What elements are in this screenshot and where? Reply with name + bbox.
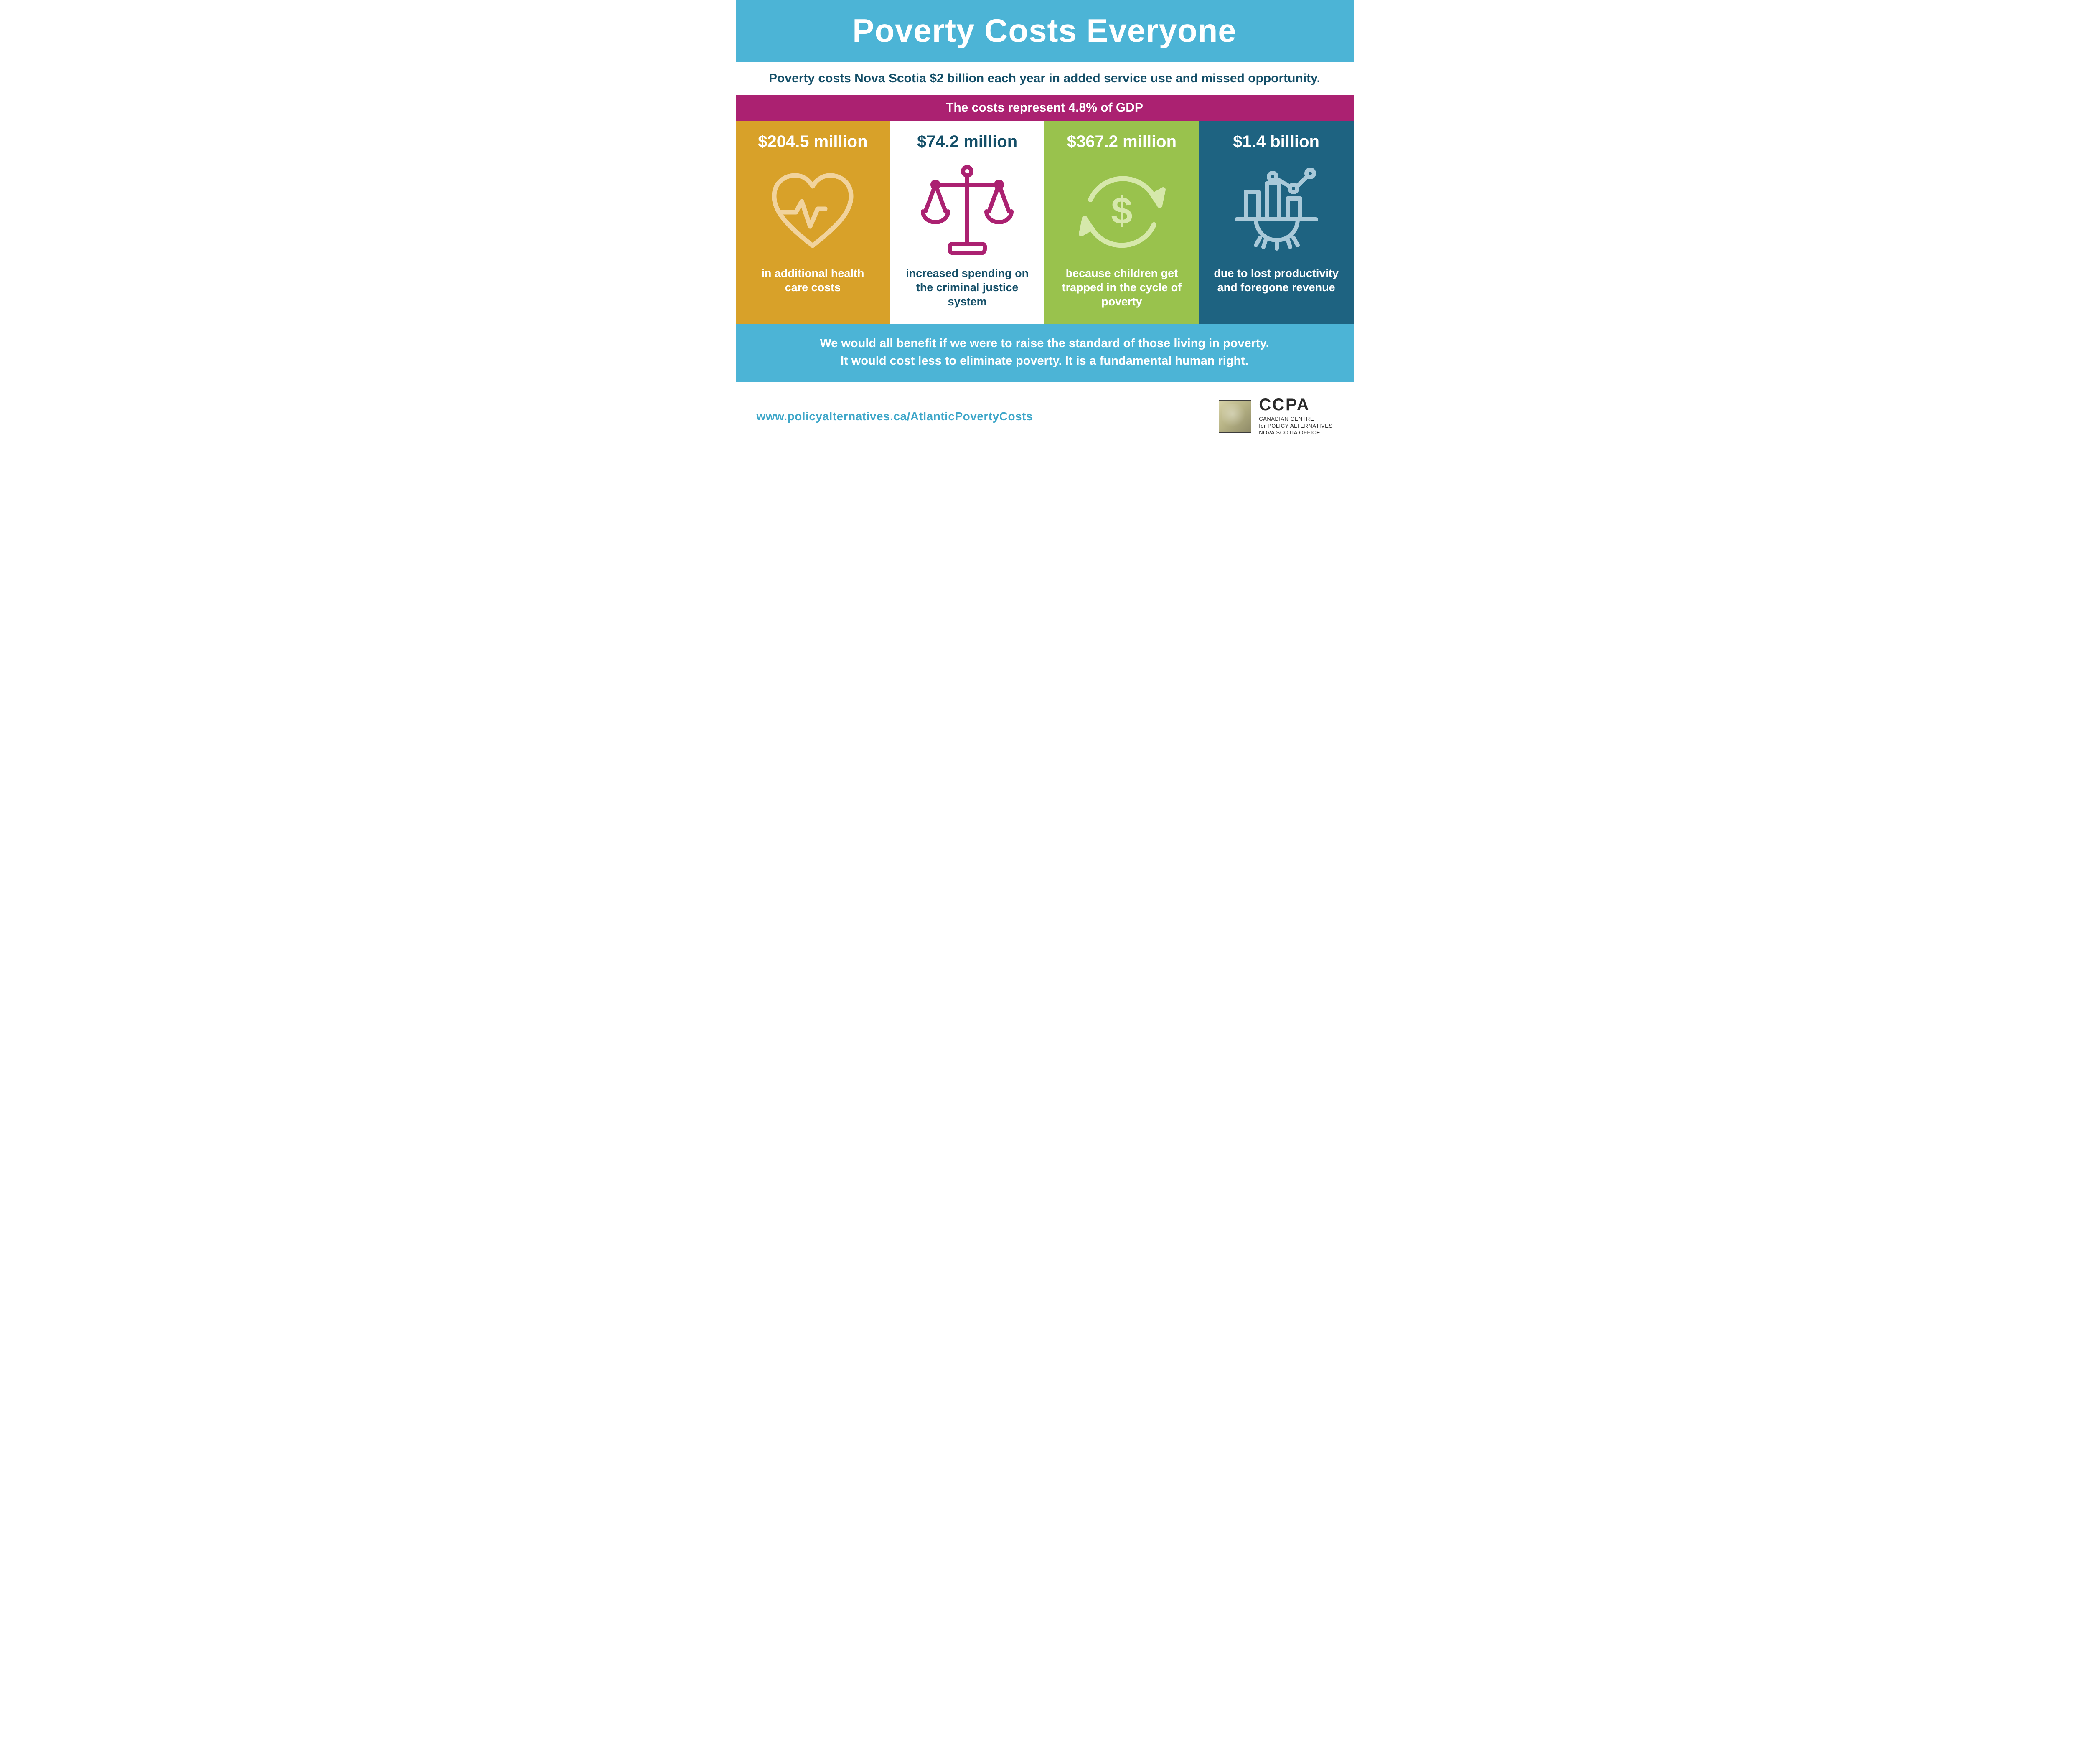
card-justice: $74.2 million increased spending on the … xyxy=(890,121,1044,324)
card-productivity: $1.4 billion due to lost productivity an… xyxy=(1199,121,1354,324)
gdp-band: The costs represent 4.8% of GDP xyxy=(736,95,1354,121)
scales-icon xyxy=(917,158,1017,267)
card-cycle: $367.2 million $ because children get tr… xyxy=(1044,121,1199,324)
closing-text: We would all benefit if we were to raise… xyxy=(820,337,1269,368)
leaf-logo-icon xyxy=(1219,400,1251,433)
subtitle-band: Poverty costs Nova Scotia $2 billion eac… xyxy=(736,62,1354,95)
card-caption: due to lost productivity and foregone re… xyxy=(1214,267,1339,295)
ccpa-logo: CCPA CANADIAN CENTRE for POLICY ALTERNAT… xyxy=(1219,396,1332,436)
title-band: Poverty Costs Everyone xyxy=(736,0,1354,62)
heart-pulse-icon xyxy=(767,158,859,267)
card-amount: $1.4 billion xyxy=(1233,132,1319,151)
source-url[interactable]: www.policyalternatives.ca/AtlanticPovert… xyxy=(757,410,1033,423)
footer: www.policyalternatives.ca/AtlanticPovert… xyxy=(736,382,1354,450)
chart-gear-icon xyxy=(1228,158,1324,267)
card-caption: because children get trapped in the cycl… xyxy=(1059,267,1184,309)
cost-cards-row: $204.5 million in additional health care… xyxy=(736,121,1354,324)
card-amount: $367.2 million xyxy=(1067,132,1177,151)
card-amount: $204.5 million xyxy=(758,132,867,151)
poverty-infographic: Poverty Costs Everyone Poverty costs Nov… xyxy=(736,0,1354,450)
logo-line1: CANADIAN CENTRE xyxy=(1259,416,1332,422)
card-caption: increased spending on the criminal justi… xyxy=(905,267,1030,309)
card-healthcare: $204.5 million in additional health care… xyxy=(736,121,890,324)
gdp-text: The costs represent 4.8% of GDP xyxy=(946,101,1143,114)
main-title: Poverty Costs Everyone xyxy=(852,12,1236,49)
subtitle-text: Poverty costs Nova Scotia $2 billion eac… xyxy=(769,71,1320,85)
svg-text:$: $ xyxy=(1111,190,1132,232)
card-caption: in additional health care costs xyxy=(750,267,875,295)
logo-line3: NOVA SCOTIA OFFICE xyxy=(1259,429,1332,436)
logo-line2: for POLICY ALTERNATIVES xyxy=(1259,423,1332,429)
logo-text: CCPA CANADIAN CENTRE for POLICY ALTERNAT… xyxy=(1259,396,1332,436)
logo-acronym: CCPA xyxy=(1259,396,1332,413)
closing-band: We would all benefit if we were to raise… xyxy=(736,324,1354,382)
money-cycle-icon: $ xyxy=(1074,158,1170,267)
card-amount: $74.2 million xyxy=(917,132,1017,151)
